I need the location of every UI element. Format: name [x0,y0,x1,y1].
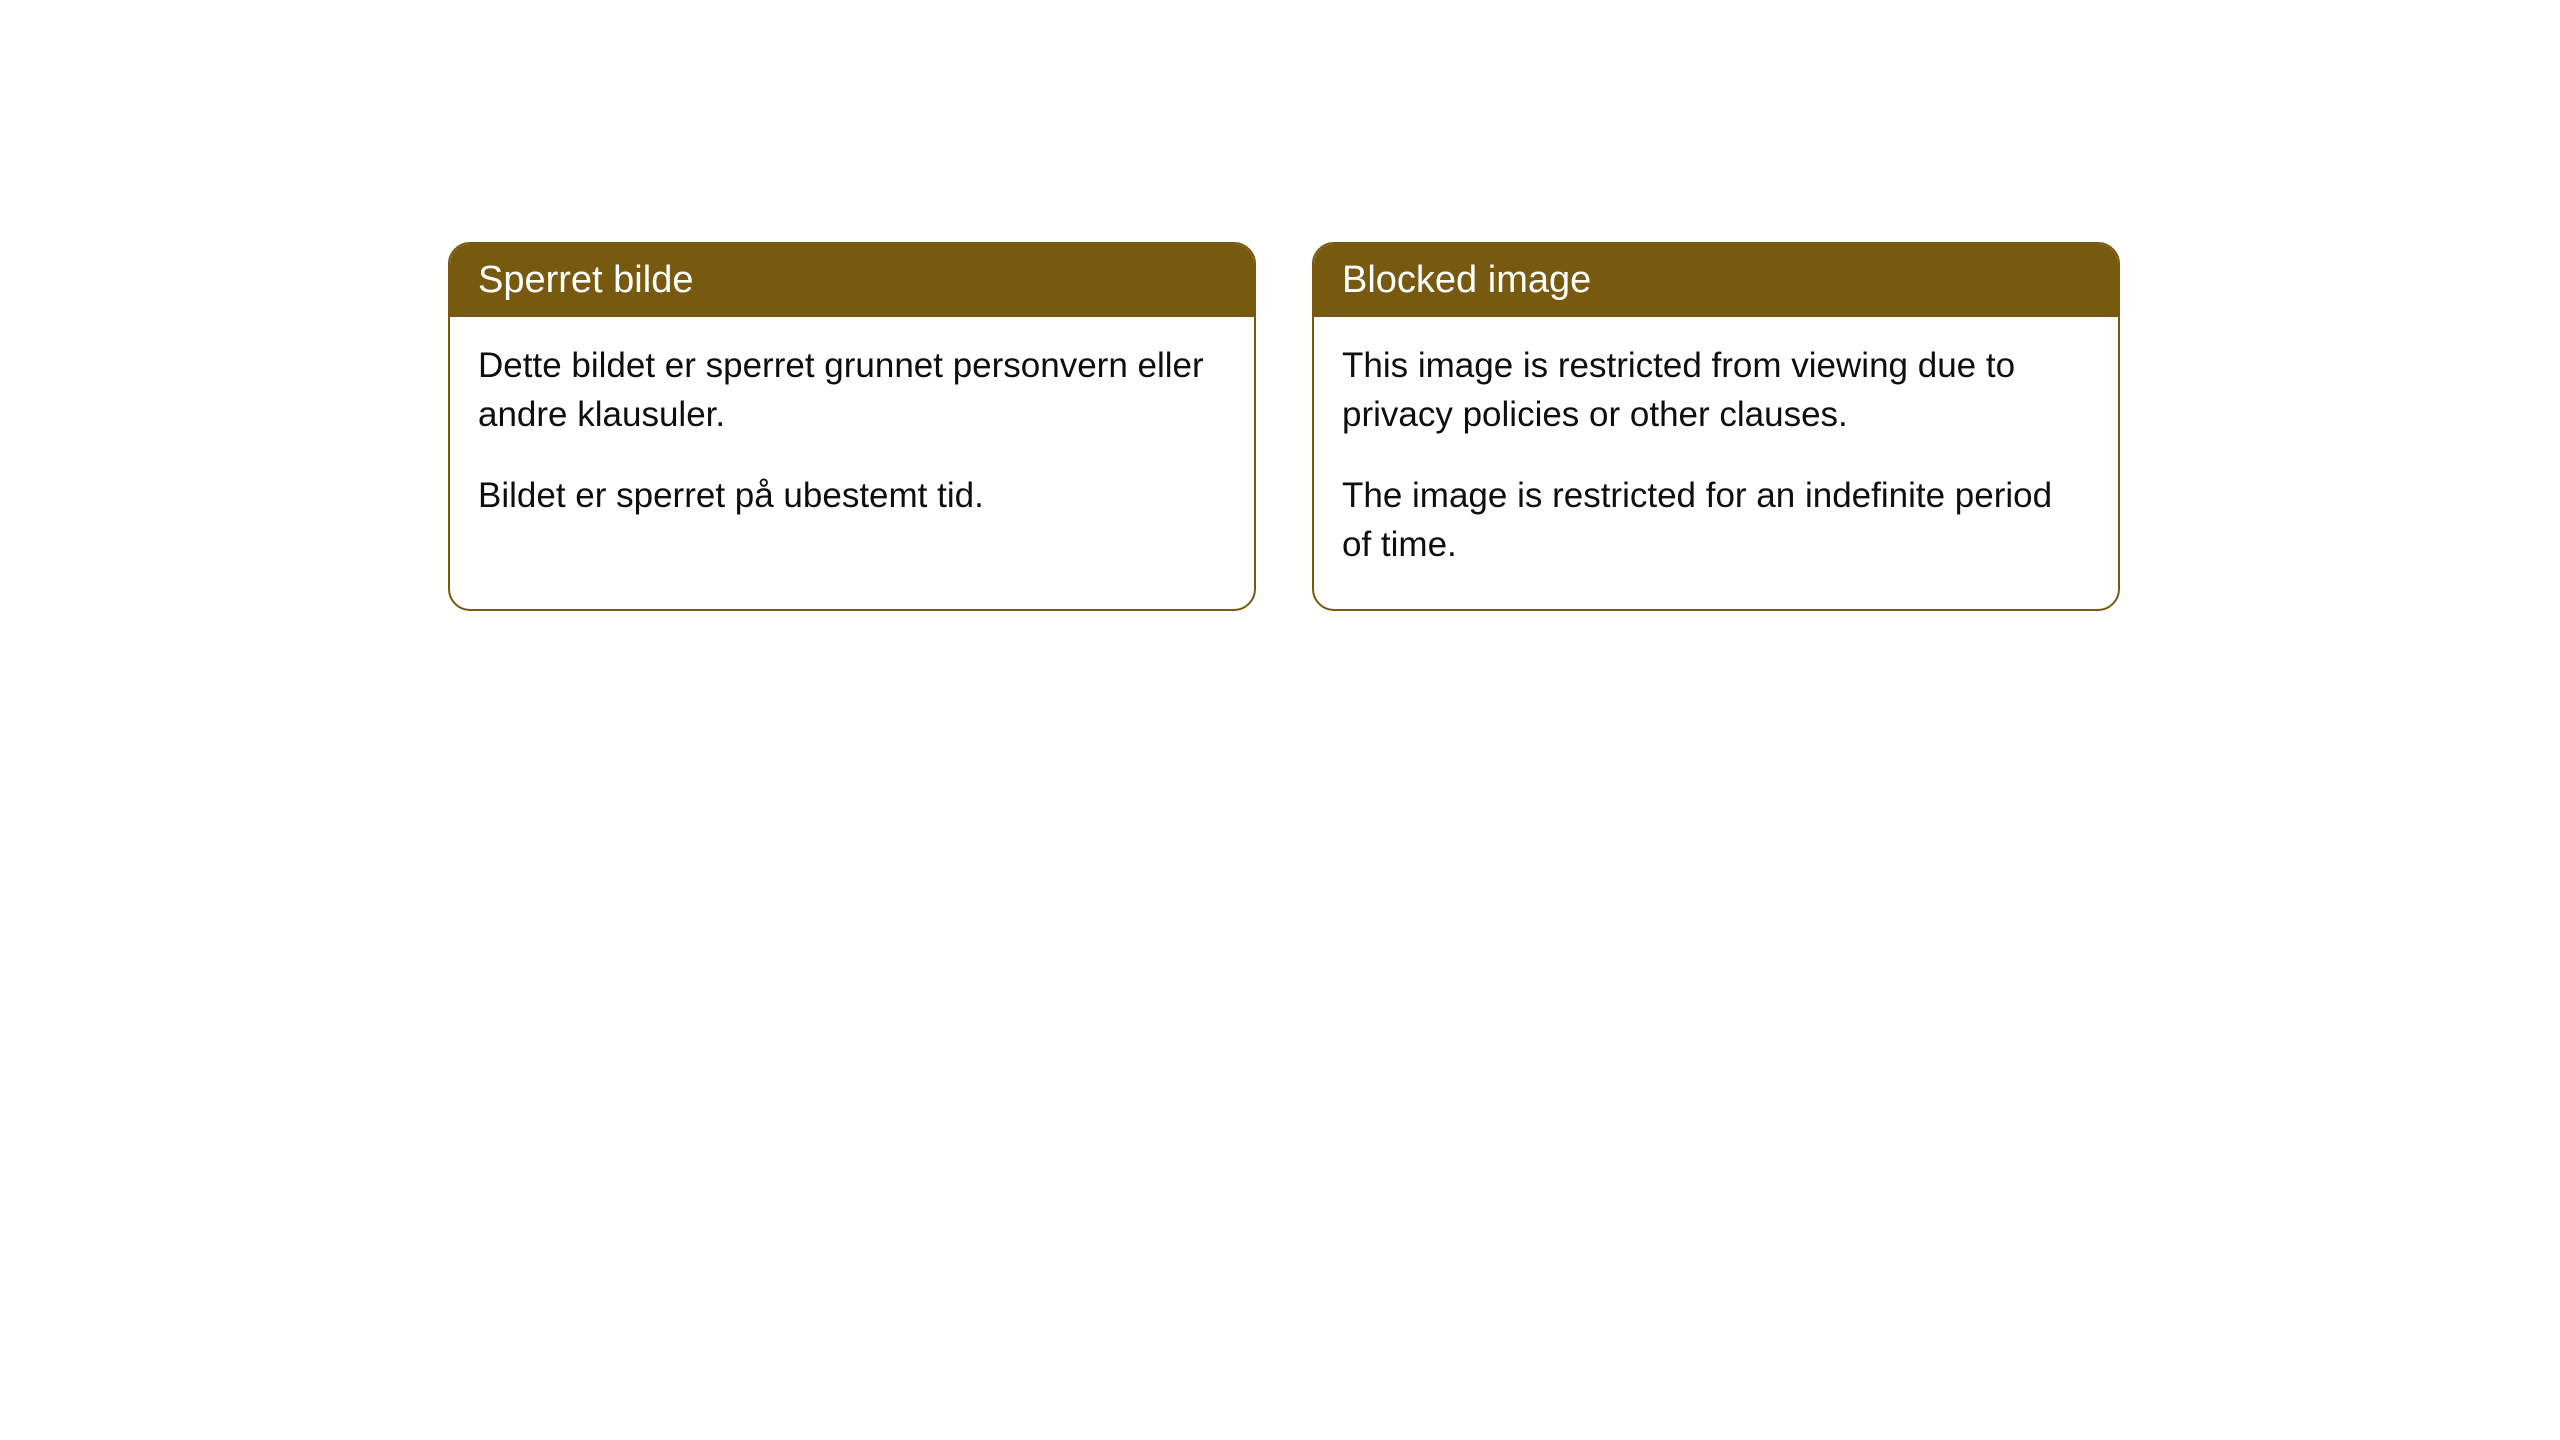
notice-card-norwegian: Sperret bilde Dette bildet er sperret gr… [448,242,1256,611]
card-paragraph: Dette bildet er sperret grunnet personve… [478,341,1226,439]
card-title: Sperret bilde [478,259,693,301]
card-body: Dette bildet er sperret grunnet personve… [450,317,1254,560]
card-body: This image is restricted from viewing du… [1314,317,2118,609]
card-title: Blocked image [1342,259,1591,301]
card-header: Blocked image [1314,244,2118,317]
notice-card-english: Blocked image This image is restricted f… [1312,242,2120,611]
card-paragraph: This image is restricted from viewing du… [1342,341,2090,439]
card-paragraph: The image is restricted for an indefinit… [1342,471,2090,569]
card-header: Sperret bilde [450,244,1254,317]
card-paragraph: Bildet er sperret på ubestemt tid. [478,471,1226,520]
notice-cards-container: Sperret bilde Dette bildet er sperret gr… [448,242,2120,611]
